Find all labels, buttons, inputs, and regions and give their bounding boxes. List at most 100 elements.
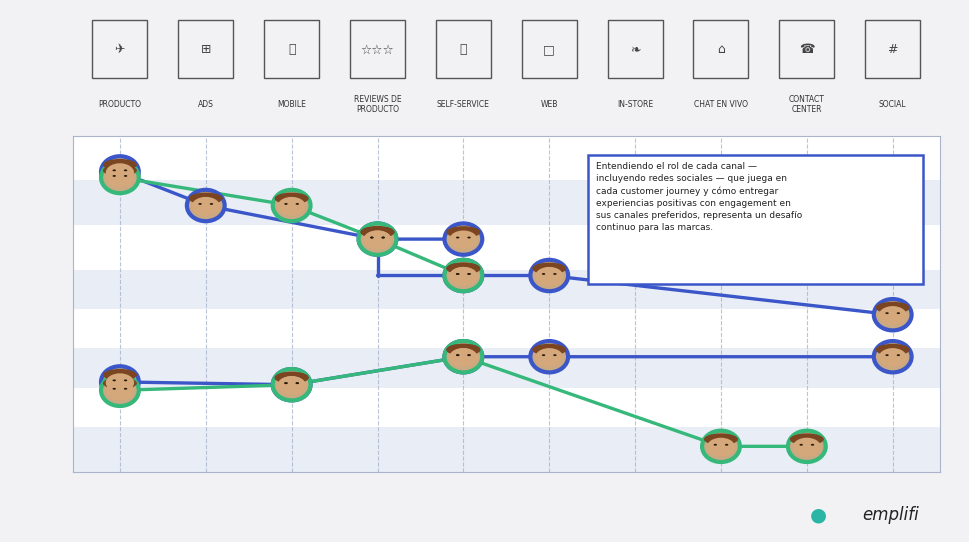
Ellipse shape [450,348,478,367]
Ellipse shape [370,237,373,238]
Ellipse shape [811,444,814,446]
Text: SOCIAL: SOCIAL [879,100,907,109]
Ellipse shape [106,373,134,392]
Ellipse shape [530,341,568,372]
Ellipse shape [359,223,396,255]
Bar [73,427,940,472]
Ellipse shape [124,170,127,171]
Ellipse shape [106,163,134,182]
Ellipse shape [277,376,306,395]
Ellipse shape [277,197,306,216]
Ellipse shape [447,344,481,356]
Ellipse shape [790,434,824,445]
Ellipse shape [447,262,481,274]
Ellipse shape [532,344,566,356]
Ellipse shape [799,444,803,446]
Text: Entendiendo el rol de cada canal —
incluyendo redes sociales — que juega en
cada: Entendiendo el rol de cada canal — inclu… [597,162,802,233]
Text: PRODUCTO: PRODUCTO [99,100,141,109]
Ellipse shape [788,431,826,462]
Ellipse shape [532,262,566,274]
Ellipse shape [450,230,478,249]
Ellipse shape [703,434,738,445]
Ellipse shape [530,260,568,291]
Ellipse shape [467,354,471,356]
Text: CONTACT
CENTER: CONTACT CENTER [789,95,825,114]
Ellipse shape [447,262,481,274]
Text: ☎: ☎ [799,43,815,56]
Ellipse shape [879,348,907,367]
Ellipse shape [896,354,900,356]
Ellipse shape [112,379,116,382]
Ellipse shape [553,354,556,356]
Ellipse shape [874,341,912,372]
Ellipse shape [467,273,471,275]
Ellipse shape [886,354,889,356]
Ellipse shape [445,223,483,255]
Ellipse shape [725,444,729,446]
Text: SELF-SERVICE: SELF-SERVICE [437,100,489,109]
Ellipse shape [103,377,137,389]
Ellipse shape [535,348,563,367]
Ellipse shape [370,237,373,238]
Text: ●: ● [810,505,828,525]
Ellipse shape [450,267,478,286]
Ellipse shape [713,444,717,446]
Ellipse shape [101,162,139,193]
Ellipse shape [874,299,912,331]
Text: #: # [888,43,898,56]
Ellipse shape [360,226,394,238]
Text: ADS: ADS [198,100,214,109]
Text: REVIEWS DE
PRODUCTO: REVIEWS DE PRODUCTO [354,95,401,114]
Ellipse shape [359,223,396,255]
Ellipse shape [274,372,309,384]
Ellipse shape [879,306,907,325]
FancyBboxPatch shape [588,155,922,284]
Ellipse shape [703,431,740,462]
Ellipse shape [876,302,910,313]
Ellipse shape [382,237,385,238]
Ellipse shape [296,382,299,384]
Text: ✈: ✈ [114,43,125,56]
Ellipse shape [447,344,481,356]
Text: ⌂: ⌂ [717,43,725,56]
Bar [73,349,940,388]
Ellipse shape [445,341,483,372]
Ellipse shape [199,203,202,205]
Ellipse shape [192,197,220,216]
Ellipse shape [467,273,471,275]
Ellipse shape [277,376,306,395]
Text: WEB: WEB [541,100,558,109]
Text: emplifi: emplifi [862,506,920,524]
Ellipse shape [209,203,213,205]
Ellipse shape [542,273,546,275]
Ellipse shape [445,341,483,372]
Ellipse shape [101,375,139,406]
Ellipse shape [450,267,478,286]
Ellipse shape [101,156,139,188]
Ellipse shape [274,372,309,384]
Ellipse shape [706,438,735,456]
Ellipse shape [467,354,471,356]
Ellipse shape [553,273,556,275]
Ellipse shape [106,169,134,188]
Ellipse shape [112,175,116,177]
Ellipse shape [103,165,137,176]
Ellipse shape [272,190,310,221]
Ellipse shape [793,438,821,456]
Ellipse shape [103,159,137,171]
Ellipse shape [363,230,391,249]
Ellipse shape [124,379,127,382]
Text: □: □ [544,43,555,56]
Text: CHAT EN VIVO: CHAT EN VIVO [694,100,748,109]
Ellipse shape [284,382,288,384]
Ellipse shape [296,203,299,205]
Ellipse shape [542,354,546,356]
Ellipse shape [456,273,459,275]
Ellipse shape [189,192,223,204]
Ellipse shape [467,237,471,238]
Ellipse shape [360,226,394,238]
Ellipse shape [103,369,137,380]
Ellipse shape [445,260,483,291]
Text: ⎓: ⎓ [288,43,296,56]
Ellipse shape [456,273,459,275]
